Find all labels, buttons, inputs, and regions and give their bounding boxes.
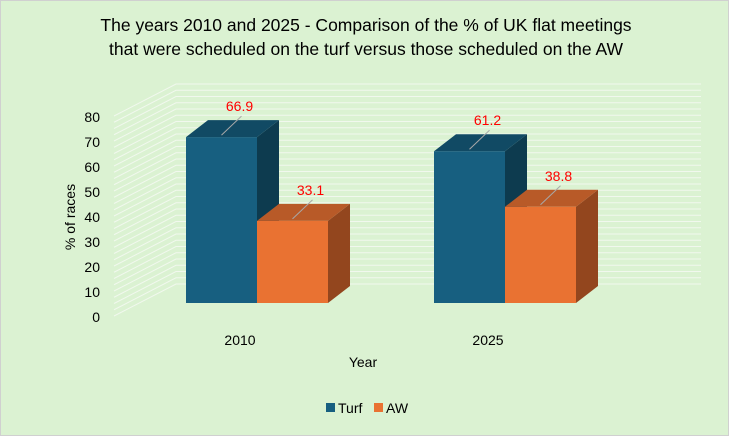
bar-top-aw bbox=[257, 203, 350, 221]
bar-turf-2025 bbox=[434, 151, 505, 303]
gridline bbox=[113, 133, 701, 167]
legend-swatch-turf bbox=[326, 403, 335, 412]
y-tick-label: 40 bbox=[84, 209, 100, 225]
bar-aw-2010 bbox=[257, 220, 328, 303]
y-tick-label: 30 bbox=[84, 234, 100, 250]
gridline bbox=[113, 121, 701, 154]
gridline bbox=[113, 83, 701, 117]
gridline bbox=[113, 114, 701, 148]
data-label: 38.8 bbox=[545, 168, 572, 184]
gridline bbox=[113, 96, 701, 129]
y-tick-label: 60 bbox=[84, 159, 100, 175]
y-tick-label: 50 bbox=[84, 184, 100, 200]
y-tick-label: 0 bbox=[92, 309, 100, 325]
y-ticks: 0 10 20 30 40 50 60 70 80 bbox=[84, 109, 100, 325]
x-ticks: 2010 2025 bbox=[224, 332, 503, 348]
legend: Turf AW bbox=[326, 400, 409, 416]
x-tick-label: 2010 bbox=[224, 332, 255, 348]
gridline bbox=[113, 89, 701, 123]
y-tick-label: 10 bbox=[84, 284, 100, 300]
data-label-leader bbox=[221, 115, 242, 136]
bar-side-aw bbox=[328, 203, 350, 303]
bar-top-turf bbox=[186, 120, 279, 138]
data-label: 61.2 bbox=[474, 112, 501, 128]
bar-side-aw bbox=[576, 189, 598, 303]
gridline bbox=[113, 102, 701, 136]
data-label: 33.1 bbox=[297, 182, 324, 198]
x-tick-label: 2025 bbox=[472, 332, 503, 348]
chart-title-line-1: The years 2010 and 2025 - Comparison of … bbox=[100, 15, 631, 35]
data-label-leader bbox=[469, 129, 490, 150]
bars: 66.9 33.1 61.2 38.8 bbox=[186, 98, 598, 303]
chart-title-line-2: that were scheduled on the turf versus t… bbox=[109, 39, 623, 59]
gridline bbox=[113, 108, 701, 142]
data-label: 66.9 bbox=[226, 98, 253, 114]
x-axis-label: Year bbox=[349, 354, 378, 370]
gridline bbox=[113, 127, 701, 161]
bar-top-turf bbox=[434, 134, 527, 152]
y-tick-label: 80 bbox=[84, 109, 100, 125]
data-label-leader bbox=[292, 199, 313, 220]
legend-swatch-aw bbox=[374, 403, 383, 412]
bar-aw-2025 bbox=[505, 206, 576, 303]
bar-turf-2010 bbox=[186, 137, 257, 303]
legend-label-turf: Turf bbox=[338, 400, 362, 416]
data-label-leader bbox=[540, 185, 561, 206]
y-tick-label: 70 bbox=[84, 134, 100, 150]
bar-top-aw bbox=[505, 189, 598, 207]
y-tick-label: 20 bbox=[84, 259, 100, 275]
y-axis-label: % of races bbox=[62, 184, 78, 250]
legend-label-aw: AW bbox=[386, 400, 409, 416]
